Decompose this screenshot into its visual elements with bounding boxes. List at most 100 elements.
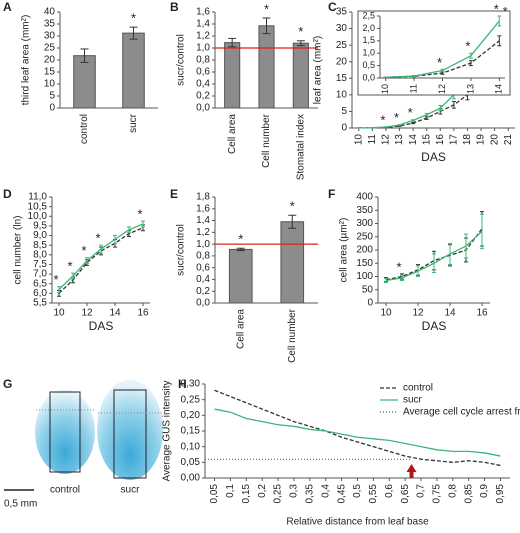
y-axis-label: cell number (ln) bbox=[13, 216, 24, 285]
leaf-image bbox=[35, 390, 95, 474]
x-tick-label: 14 bbox=[494, 84, 504, 94]
y-tick-label: 1,0 bbox=[196, 239, 210, 250]
x-tick-label: 0,8 bbox=[447, 484, 458, 498]
x-tick-label: 10 bbox=[380, 308, 392, 319]
x-tick-label: 16 bbox=[435, 134, 446, 146]
bar bbox=[224, 42, 241, 109]
y-tick-label: 0,20 bbox=[181, 410, 201, 421]
annotation: * bbox=[408, 105, 413, 120]
y-tick-label: 1,0 bbox=[196, 43, 210, 54]
annotation: * bbox=[81, 243, 86, 258]
series-line bbox=[385, 20, 500, 78]
series-line bbox=[214, 389, 501, 467]
region-box bbox=[49, 391, 81, 473]
y-axis-label: Average GUS intensity bbox=[162, 381, 173, 482]
y-tick-label: 7,5 bbox=[33, 259, 47, 270]
panel-label: B bbox=[170, 0, 179, 14]
panel-label: C bbox=[328, 0, 337, 14]
y-tick-label: 1,4 bbox=[196, 215, 210, 226]
y-tick-label: 0,0 bbox=[196, 103, 210, 114]
y-tick-label: 11,0 bbox=[28, 192, 47, 203]
x-tick-label: 12 bbox=[412, 308, 424, 319]
x-tick-label: 0,1 bbox=[225, 484, 236, 498]
y-tick-label: 200 bbox=[356, 245, 373, 256]
caption: sucr bbox=[121, 485, 141, 496]
x-tick-label: 10 bbox=[380, 84, 390, 94]
y-tick-label: 300 bbox=[356, 218, 373, 229]
y-tick-label: 400 bbox=[356, 192, 373, 203]
x-tick-label: Cell number bbox=[261, 113, 272, 168]
y-tick-label: 50 bbox=[362, 284, 374, 295]
x-axis-label: Relative distance from leaf base bbox=[286, 517, 429, 528]
legend-label: Average cell cycle arrest front bbox=[403, 407, 520, 418]
x-tick-label: 0,7 bbox=[416, 484, 427, 498]
panel-label: A bbox=[3, 0, 12, 14]
y-axis-label: cell area (µm²) bbox=[339, 218, 350, 283]
y-tick-label: 0,0 bbox=[196, 298, 210, 309]
annotation: * bbox=[238, 232, 243, 247]
annotation: * bbox=[264, 1, 269, 16]
y-tick-label: 0,25 bbox=[181, 394, 201, 405]
panel-label: F bbox=[328, 187, 335, 201]
annotation: * bbox=[53, 272, 58, 287]
arrest-front-arrow bbox=[406, 464, 417, 478]
y-tick-label: 30 bbox=[336, 23, 348, 34]
series-line bbox=[214, 408, 501, 457]
x-tick-label: 0,85 bbox=[463, 484, 474, 504]
x-tick-label: 14 bbox=[109, 308, 121, 319]
x-tick-label: 14 bbox=[408, 134, 419, 146]
annotation: * bbox=[396, 259, 401, 274]
region-box bbox=[113, 389, 147, 479]
y-tick-label: 0,30 bbox=[181, 379, 201, 390]
y-tick-label: 9,5 bbox=[33, 221, 47, 232]
x-tick-label: 11 bbox=[408, 84, 418, 93]
bar bbox=[228, 248, 253, 304]
y-axis-label: sucr/control bbox=[176, 34, 187, 86]
y-tick-label: 30 bbox=[44, 31, 56, 42]
y-tick-label: 10 bbox=[44, 79, 56, 90]
y-tick-label: 0 bbox=[341, 123, 347, 134]
y-tick-label: 25 bbox=[336, 40, 348, 51]
x-tick-label: Cell area bbox=[227, 114, 238, 154]
annotation: * bbox=[131, 11, 136, 26]
x-tick-label: 10 bbox=[353, 134, 364, 146]
y-tick-label: 0,10 bbox=[181, 441, 201, 452]
y-axis-label: third leaf area (mm²) bbox=[21, 15, 32, 106]
y-axis-label: leaf area (mm²) bbox=[313, 36, 324, 104]
x-tick-label: 0,35 bbox=[304, 484, 315, 504]
y-tick-label: 6,5 bbox=[33, 278, 47, 289]
x-tick-label: sucr bbox=[128, 113, 139, 133]
y-tick-label: 0,00 bbox=[181, 473, 201, 484]
y-tick-label: 1,6 bbox=[196, 203, 210, 214]
x-tick-label: 0,75 bbox=[432, 484, 443, 504]
bar bbox=[258, 25, 275, 109]
x-tick-label: 18 bbox=[462, 134, 473, 146]
y-tick-label: 0,2 bbox=[196, 91, 210, 102]
y-axis-label: sucr/control bbox=[176, 224, 187, 276]
x-tick-label: 16 bbox=[476, 308, 488, 319]
x-tick-label: 12 bbox=[437, 84, 447, 94]
x-axis-label: DAS bbox=[422, 319, 447, 333]
y-tick-label: 0,4 bbox=[196, 79, 210, 90]
y-tick-label: 250 bbox=[356, 231, 373, 242]
x-tick-label: 0,2 bbox=[257, 484, 268, 498]
annotation: * bbox=[465, 39, 470, 54]
y-tick-label: 0,2 bbox=[196, 286, 210, 297]
x-tick-label: 12 bbox=[381, 134, 392, 146]
x-tick-label: 0,3 bbox=[289, 484, 300, 498]
x-tick-label: 14 bbox=[444, 308, 456, 319]
annotation: * bbox=[380, 112, 385, 127]
y-tick-label: 15 bbox=[336, 73, 348, 84]
y-tick-label: 20 bbox=[336, 56, 348, 67]
y-tick-label: 0,5 bbox=[362, 60, 375, 70]
y-tick-label: 100 bbox=[356, 271, 373, 282]
x-axis-label: DAS bbox=[421, 150, 446, 164]
bar bbox=[73, 55, 96, 109]
caption: control bbox=[50, 485, 80, 496]
series-line bbox=[385, 230, 483, 282]
y-tick-label: 0,8 bbox=[196, 251, 210, 262]
y-tick-label: 0 bbox=[367, 298, 373, 309]
panel-label: G bbox=[3, 377, 12, 391]
annotation: * bbox=[437, 55, 442, 70]
